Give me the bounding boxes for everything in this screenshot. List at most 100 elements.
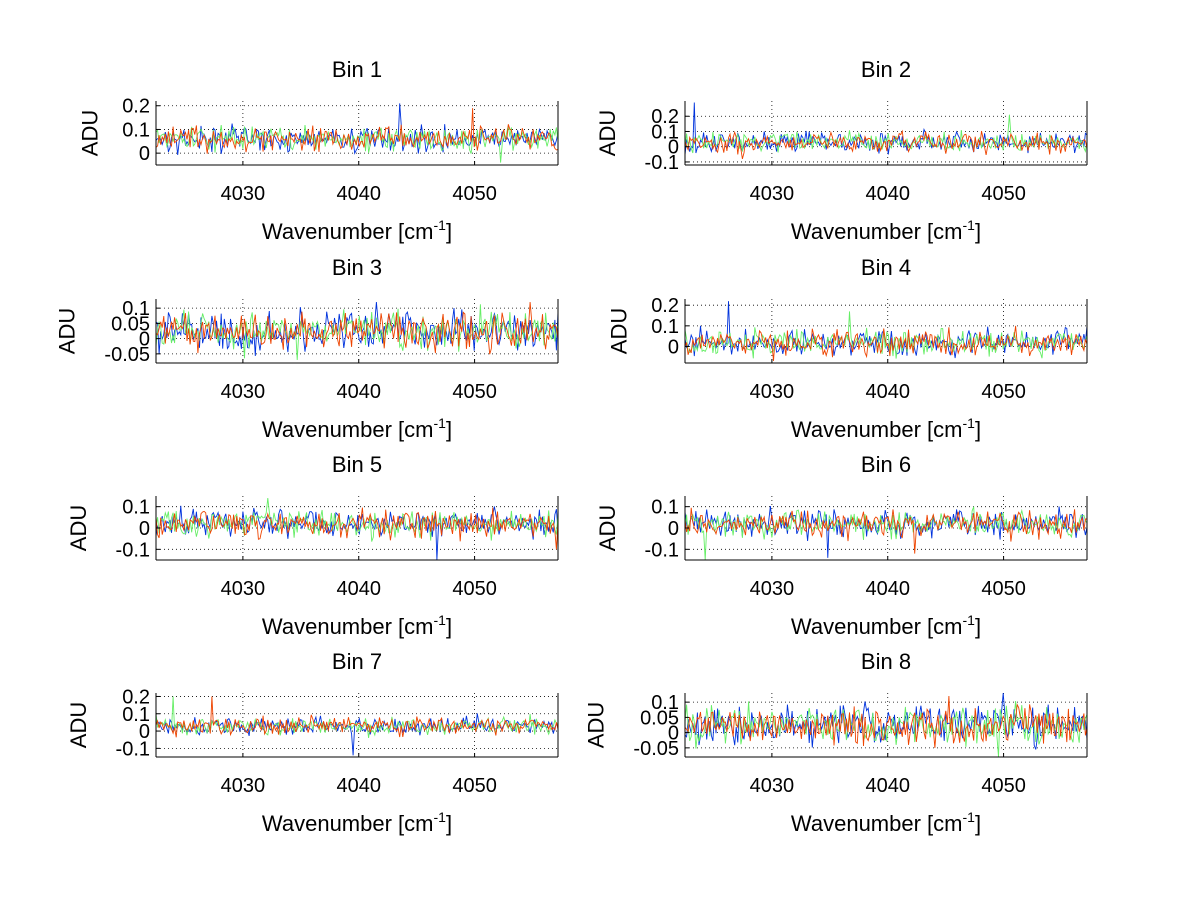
x-tick-label: 4050 (452, 578, 497, 600)
x-axis-label-text: Wavenumber [cm (791, 417, 963, 442)
x-axis-label-text: Wavenumber [cm (262, 614, 434, 639)
x-axis-label-exponent: -1 (963, 415, 976, 431)
x-tick-label: 4050 (981, 183, 1026, 205)
y-tick-label: 0.1 (651, 121, 679, 143)
series-group (685, 693, 1087, 757)
x-tick-label: 4030 (221, 183, 266, 205)
x-axis-label: Wavenumber [cm-1] (262, 612, 452, 639)
subplot-title: Bin 6 (861, 452, 911, 477)
series-line-1 (685, 506, 1087, 558)
subplot-title: Bin 3 (332, 255, 382, 280)
x-axis-label-text: Wavenumber [cm (791, 219, 963, 244)
series-line-3 (685, 325, 1087, 361)
y-tick-label: 0.05 (640, 707, 679, 729)
y-tick-label: 0.1 (122, 704, 150, 726)
x-axis-label: Wavenumber [cm-1] (262, 415, 452, 442)
x-tick-label: 4040 (865, 381, 910, 403)
x-tick-label: 4040 (336, 775, 381, 797)
x-axis-label: Wavenumber [cm-1] (791, 809, 981, 836)
subplot-title: Bin 2 (861, 57, 911, 82)
series-group (685, 506, 1087, 560)
series-line-2 (685, 311, 1087, 359)
x-tick-label: 4040 (865, 578, 910, 600)
subplot-title: Bin 8 (861, 649, 911, 674)
x-tick-label: 4050 (981, 381, 1026, 403)
x-tick-label: 4030 (221, 775, 266, 797)
y-axis-label: ADU (584, 702, 609, 748)
series-line-3 (156, 696, 558, 738)
subplot-6: 4030 4040 4050 -0.100.1 Bin 6 Wavenumber [cm-… (595, 452, 1088, 639)
x-axis-label-text: Wavenumber [cm (262, 811, 434, 836)
x-tick-label: 4030 (750, 381, 795, 403)
x-tick-label: 4030 (221, 578, 266, 600)
x-axis-label-bracket: ] (975, 614, 981, 639)
x-axis-label-exponent: -1 (963, 612, 976, 628)
x-axis-label-exponent: -1 (434, 217, 447, 233)
y-tick-label: 0.2 (651, 106, 679, 128)
series-group (156, 696, 558, 756)
subplot-title: Bin 7 (332, 649, 382, 674)
y-tick-label: 0.1 (122, 497, 150, 519)
x-axis-label-text: Wavenumber [cm (262, 219, 434, 244)
y-axis-label: ADU (66, 702, 91, 748)
series-line-1 (156, 713, 558, 756)
y-tick-label: 0.1 (122, 119, 150, 141)
y-tick-label: 0.1 (651, 497, 679, 519)
x-tick-label: 4040 (336, 578, 381, 600)
y-tick-label: 0.2 (651, 295, 679, 317)
x-axis-label-exponent: -1 (963, 809, 976, 825)
series-line-2 (685, 506, 1087, 560)
x-axis-label-bracket: ] (446, 811, 452, 836)
x-tick-label: 4030 (221, 381, 266, 403)
x-axis-label-text: Wavenumber [cm (791, 614, 963, 639)
x-tick-label: 4050 (981, 578, 1026, 600)
y-tick-label: 0 (668, 518, 679, 540)
x-axis-label-exponent: -1 (434, 415, 447, 431)
x-axis-label-exponent: -1 (434, 612, 447, 628)
series-group (156, 103, 558, 163)
x-tick-label: 4040 (865, 183, 910, 205)
y-axis-label: ADU (78, 110, 103, 156)
x-tick-label: 4040 (336, 183, 381, 205)
series-line-2 (156, 498, 558, 542)
y-axis-label: ADU (595, 505, 620, 551)
x-axis-label-bracket: ] (975, 417, 981, 442)
x-axis-label-bracket: ] (446, 417, 452, 442)
subplot-1: 4030 4040 4050 00.10.2 Bin 1 Wavenumber [cm-1… (78, 57, 559, 244)
y-tick-label: -0.1 (645, 539, 679, 561)
x-axis-label-text: Wavenumber [cm (791, 811, 963, 836)
series-line-3 (156, 108, 558, 154)
x-tick-label: 4040 (865, 775, 910, 797)
x-axis-label-text: Wavenumber [cm (262, 417, 434, 442)
subplot-title: Bin 5 (332, 452, 382, 477)
x-tick-label: 4030 (750, 775, 795, 797)
x-axis-label-exponent: -1 (963, 217, 976, 233)
x-axis-label-bracket: ] (975, 219, 981, 244)
y-tick-label: 0 (139, 518, 150, 540)
series-line-2 (156, 696, 558, 739)
series-group (156, 301, 558, 361)
series-group (685, 301, 1087, 361)
series-line-2 (156, 304, 558, 361)
x-tick-label: 4040 (336, 381, 381, 403)
y-tick-label: 0 (668, 137, 679, 159)
x-tick-label: 4030 (750, 578, 795, 600)
x-axis-label-bracket: ] (975, 811, 981, 836)
y-axis-label: ADU (55, 308, 80, 354)
x-axis-label: Wavenumber [cm-1] (262, 809, 452, 836)
series-line-3 (685, 507, 1087, 554)
y-tick-label: -0.1 (645, 152, 679, 174)
x-axis-label: Wavenumber [cm-1] (262, 217, 452, 244)
series-line-2 (685, 700, 1087, 757)
subplot-5: 4030 4040 4050 -0.100.1 Bin 5 Wavenumber [cm-… (66, 452, 559, 639)
x-tick-label: 4050 (981, 775, 1026, 797)
x-axis-label-exponent: -1 (434, 809, 447, 825)
subplot-title: Bin 4 (861, 255, 911, 280)
series-group (685, 102, 1087, 160)
subplot-4: 4030 4040 4050 00.10.2 Bin 4 Wavenumber [cm-1… (607, 255, 1088, 442)
y-tick-label: 0.2 (122, 96, 150, 118)
